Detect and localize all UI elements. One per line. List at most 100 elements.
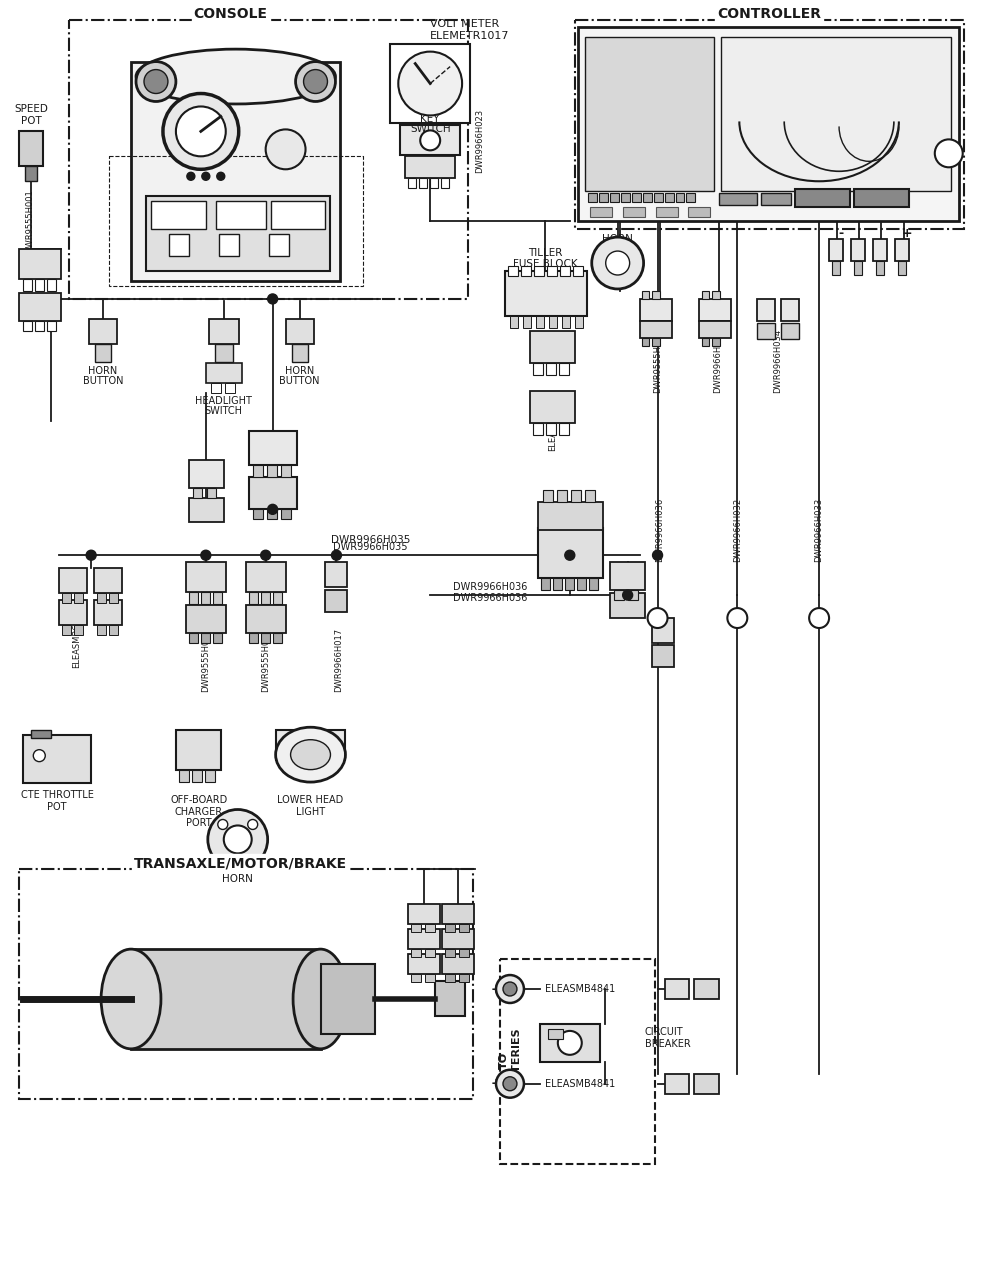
Bar <box>854 261 862 275</box>
Bar <box>781 323 799 338</box>
Bar <box>89 319 117 343</box>
Bar <box>325 563 347 587</box>
Bar <box>400 125 460 156</box>
Bar <box>281 509 291 519</box>
Bar <box>565 578 574 590</box>
Text: HORN: HORN <box>285 366 314 376</box>
Bar <box>445 974 455 982</box>
Bar <box>560 266 570 276</box>
Bar <box>276 730 345 760</box>
Text: POT: POT <box>21 117 42 127</box>
Text: -: - <box>838 227 844 239</box>
Bar <box>31 730 51 737</box>
Bar <box>59 568 87 593</box>
Bar <box>540 1024 600 1062</box>
Bar <box>614 590 624 601</box>
Circle shape <box>296 62 335 101</box>
Circle shape <box>187 172 195 180</box>
Text: DWR9555H018: DWR9555H018 <box>261 628 270 692</box>
Text: ELEASMB5383: ELEASMB5383 <box>548 390 557 451</box>
Bar <box>286 319 314 343</box>
Bar <box>549 315 557 328</box>
Bar <box>832 261 840 275</box>
Bar <box>131 949 320 1049</box>
Bar <box>425 924 435 933</box>
Text: DWR9966H017: DWR9966H017 <box>334 628 343 692</box>
Bar <box>442 954 474 974</box>
Bar <box>557 490 567 502</box>
Bar <box>610 194 619 203</box>
Bar <box>189 592 198 604</box>
Bar <box>425 949 435 957</box>
Text: HORN: HORN <box>88 366 118 376</box>
Bar <box>546 423 556 435</box>
Bar <box>721 37 951 191</box>
Bar <box>610 593 645 618</box>
Bar <box>95 343 111 362</box>
Bar <box>225 383 235 393</box>
Bar <box>543 490 553 502</box>
Bar <box>533 423 543 435</box>
Bar <box>205 769 215 782</box>
Bar <box>530 390 575 423</box>
Text: TRANSAXLE/MOTOR/BRAKE: TRANSAXLE/MOTOR/BRAKE <box>134 856 347 870</box>
Bar <box>590 208 612 217</box>
Ellipse shape <box>276 727 345 782</box>
Text: KEY: KEY <box>420 114 440 124</box>
Text: CONTROLLER: CONTROLLER <box>717 6 821 20</box>
Bar <box>621 194 630 203</box>
Bar <box>442 905 474 924</box>
Circle shape <box>201 550 211 560</box>
Bar <box>652 618 674 642</box>
Bar <box>628 590 638 601</box>
Ellipse shape <box>291 740 330 769</box>
Bar <box>74 593 83 603</box>
Text: POT: POT <box>47 802 67 812</box>
Bar <box>688 208 710 217</box>
Text: +: + <box>491 1077 501 1090</box>
Circle shape <box>136 62 176 101</box>
Text: VOLT METER: VOLT METER <box>430 19 499 29</box>
Bar <box>189 498 224 522</box>
Bar <box>546 362 556 375</box>
Bar <box>109 593 118 603</box>
Bar <box>411 974 421 982</box>
Circle shape <box>606 251 630 275</box>
Text: HEADLIGHT: HEADLIGHT <box>195 395 252 405</box>
Bar <box>273 634 282 642</box>
Bar <box>445 924 455 933</box>
Bar <box>94 568 122 593</box>
Bar <box>559 362 569 375</box>
Bar <box>246 563 286 592</box>
Bar <box>500 959 655 1163</box>
Bar <box>652 645 674 666</box>
Bar <box>694 979 719 998</box>
Bar <box>559 423 569 435</box>
Circle shape <box>144 70 168 94</box>
Bar <box>109 625 118 635</box>
Bar <box>523 315 531 328</box>
Bar <box>249 431 297 465</box>
Bar <box>269 234 289 256</box>
Text: ELEMETR1017: ELEMETR1017 <box>430 30 510 41</box>
Bar <box>23 321 32 331</box>
Text: SWITCH: SWITCH <box>410 124 451 134</box>
Bar <box>19 132 43 166</box>
Text: CTE THROTTLE: CTE THROTTLE <box>21 789 94 799</box>
Bar <box>577 578 586 590</box>
Bar <box>585 490 595 502</box>
Bar <box>62 625 71 635</box>
Bar <box>665 1073 689 1093</box>
Bar <box>588 194 597 203</box>
Bar <box>23 279 32 291</box>
Bar <box>505 271 587 315</box>
Bar <box>599 194 608 203</box>
Bar <box>411 924 421 933</box>
Bar <box>249 592 258 604</box>
Text: DWR9966H023: DWR9966H023 <box>476 109 485 174</box>
Ellipse shape <box>293 949 348 1049</box>
Text: LOWER HEAD: LOWER HEAD <box>277 794 344 805</box>
Text: CIRCUIT: CIRCUIT <box>645 1026 683 1036</box>
Bar <box>213 592 222 604</box>
Bar <box>62 593 71 603</box>
